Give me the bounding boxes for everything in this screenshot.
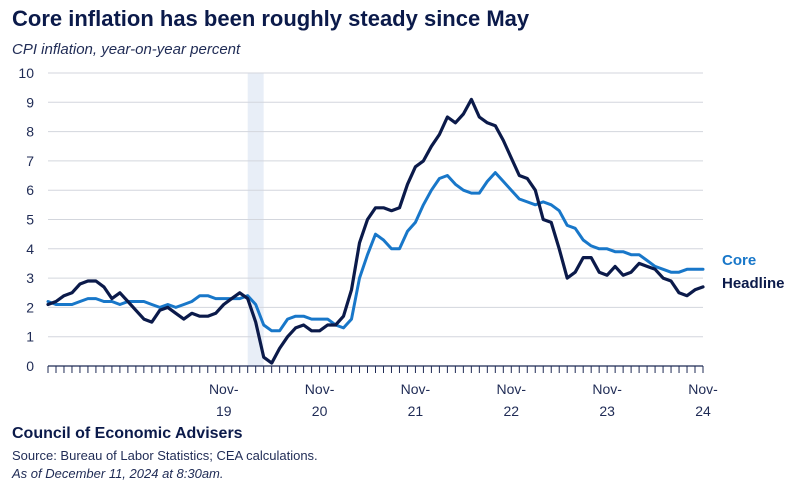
y-tick-label-4: 4: [26, 241, 34, 257]
y-tick-label-10: 10: [18, 65, 34, 81]
x-tick-label-month-1: Nov-: [305, 381, 335, 397]
series-line-headline: [46, 97, 705, 365]
footer-organization: Council of Economic Advisers: [12, 425, 243, 442]
x-tick-label-month-4: Nov-: [592, 381, 622, 397]
chart-subtitle: CPI inflation, year-on-year percent: [12, 41, 241, 58]
x-tick-label-year-1: 20: [312, 403, 328, 419]
series-lines: [46, 97, 705, 365]
gridlines: [48, 72, 703, 338]
x-tick-label-month-2: Nov-: [401, 381, 431, 397]
x-tick-label-month-0: Nov-: [209, 381, 239, 397]
x-axis: Nov- 19 Nov- 20 Nov- 21 Nov- 22 Nov- 23 Nov- 24: [47, 365, 718, 419]
y-axis-ticks: 0 1 2 3 4 5 6 7 8 9 10: [18, 65, 34, 374]
y-tick-label-7: 7: [26, 153, 34, 169]
footer-source: Source: Bureau of Labor Statistics; CEA …: [12, 448, 318, 463]
y-tick-label-8: 8: [26, 124, 34, 140]
x-tick-label-year-5: 24: [695, 403, 711, 419]
y-tick-label-3: 3: [26, 270, 34, 286]
y-tick-label-0: 0: [26, 358, 34, 374]
y-tick-label-2: 2: [26, 299, 34, 315]
x-tick-label-month-3: Nov-: [497, 381, 527, 397]
legend-headline: Headline: [722, 275, 785, 292]
x-tick-label-year-3: 22: [504, 403, 520, 419]
chart-title: Core inflation has been roughly steady s…: [12, 6, 530, 31]
legend-core: Core: [722, 252, 756, 269]
x-tick-label-month-5: Nov-: [688, 381, 718, 397]
y-tick-label-5: 5: [26, 212, 34, 228]
y-tick-label-9: 9: [26, 94, 34, 110]
series-line-core: [46, 171, 705, 333]
x-tick-label-year-4: 23: [599, 403, 615, 419]
footer-as-of: As of December 11, 2024 at 8:30am.: [12, 466, 224, 481]
x-tick-label-year-2: 21: [408, 403, 424, 419]
x-tick-label-year-0: 19: [216, 403, 232, 419]
y-tick-label-6: 6: [26, 182, 34, 198]
y-tick-label-1: 1: [26, 329, 34, 345]
